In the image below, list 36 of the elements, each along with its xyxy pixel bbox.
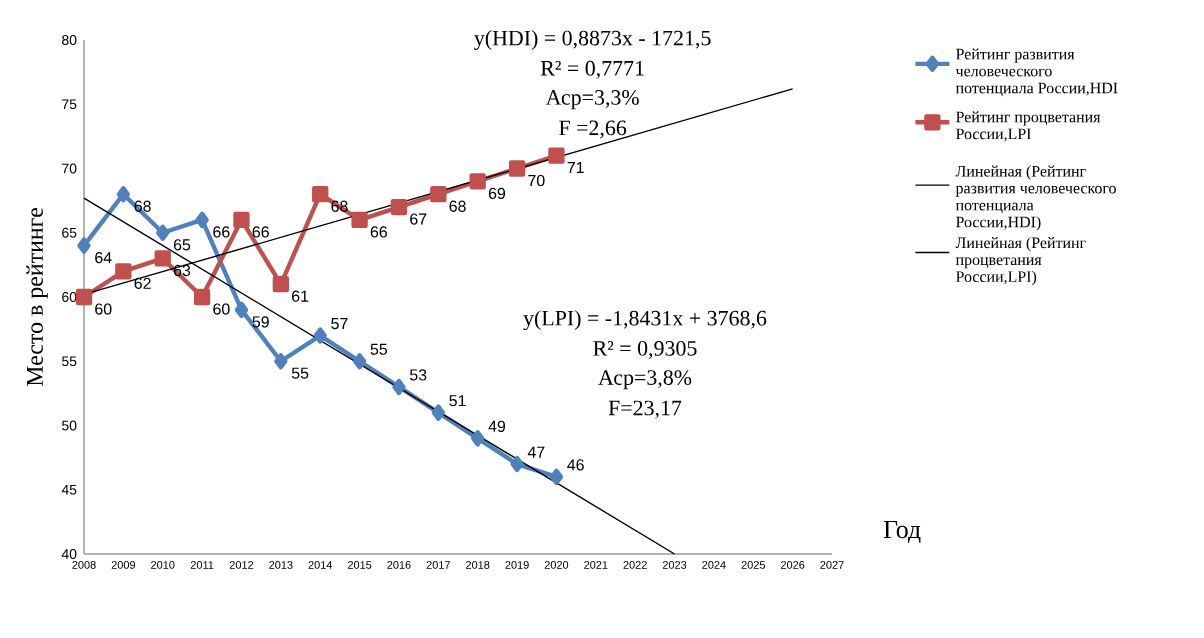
point bbox=[469, 173, 486, 190]
point bbox=[116, 186, 131, 203]
point bbox=[351, 211, 368, 229]
point bbox=[75, 288, 93, 306]
annotation: R² = 0,9305 bbox=[593, 340, 697, 359]
point bbox=[430, 186, 447, 203]
point bbox=[431, 404, 445, 421]
point bbox=[234, 301, 249, 319]
point bbox=[508, 160, 526, 177]
point bbox=[272, 275, 290, 293]
point bbox=[313, 327, 327, 344]
point bbox=[352, 353, 367, 370]
annotation: F=23,17 bbox=[608, 400, 682, 419]
point bbox=[390, 198, 408, 216]
annotation: Аср=3,8% bbox=[598, 370, 692, 390]
x-axis-title: Год bbox=[883, 520, 921, 543]
point bbox=[115, 263, 132, 280]
annotation: F =2,66 bbox=[559, 120, 627, 139]
annotation: Аср=3,3% bbox=[545, 90, 639, 110]
point bbox=[156, 224, 170, 241]
annotation: R² = 0,7771 bbox=[540, 60, 644, 79]
annotation: y(HDI) = 0,8873x - 1721,5 bbox=[474, 30, 711, 50]
point bbox=[154, 250, 171, 267]
point bbox=[77, 237, 91, 254]
point bbox=[233, 211, 250, 229]
point bbox=[549, 468, 564, 486]
annotation: y(LPI) = -1,8431x + 3768,6 bbox=[523, 310, 767, 331]
point bbox=[274, 353, 288, 370]
point bbox=[392, 378, 406, 396]
point bbox=[471, 430, 485, 447]
y-axis-title: Место в рейтинге bbox=[26, 208, 48, 387]
point bbox=[510, 455, 524, 473]
point bbox=[548, 147, 565, 164]
point bbox=[195, 211, 209, 229]
point bbox=[193, 288, 211, 306]
point bbox=[312, 186, 329, 203]
